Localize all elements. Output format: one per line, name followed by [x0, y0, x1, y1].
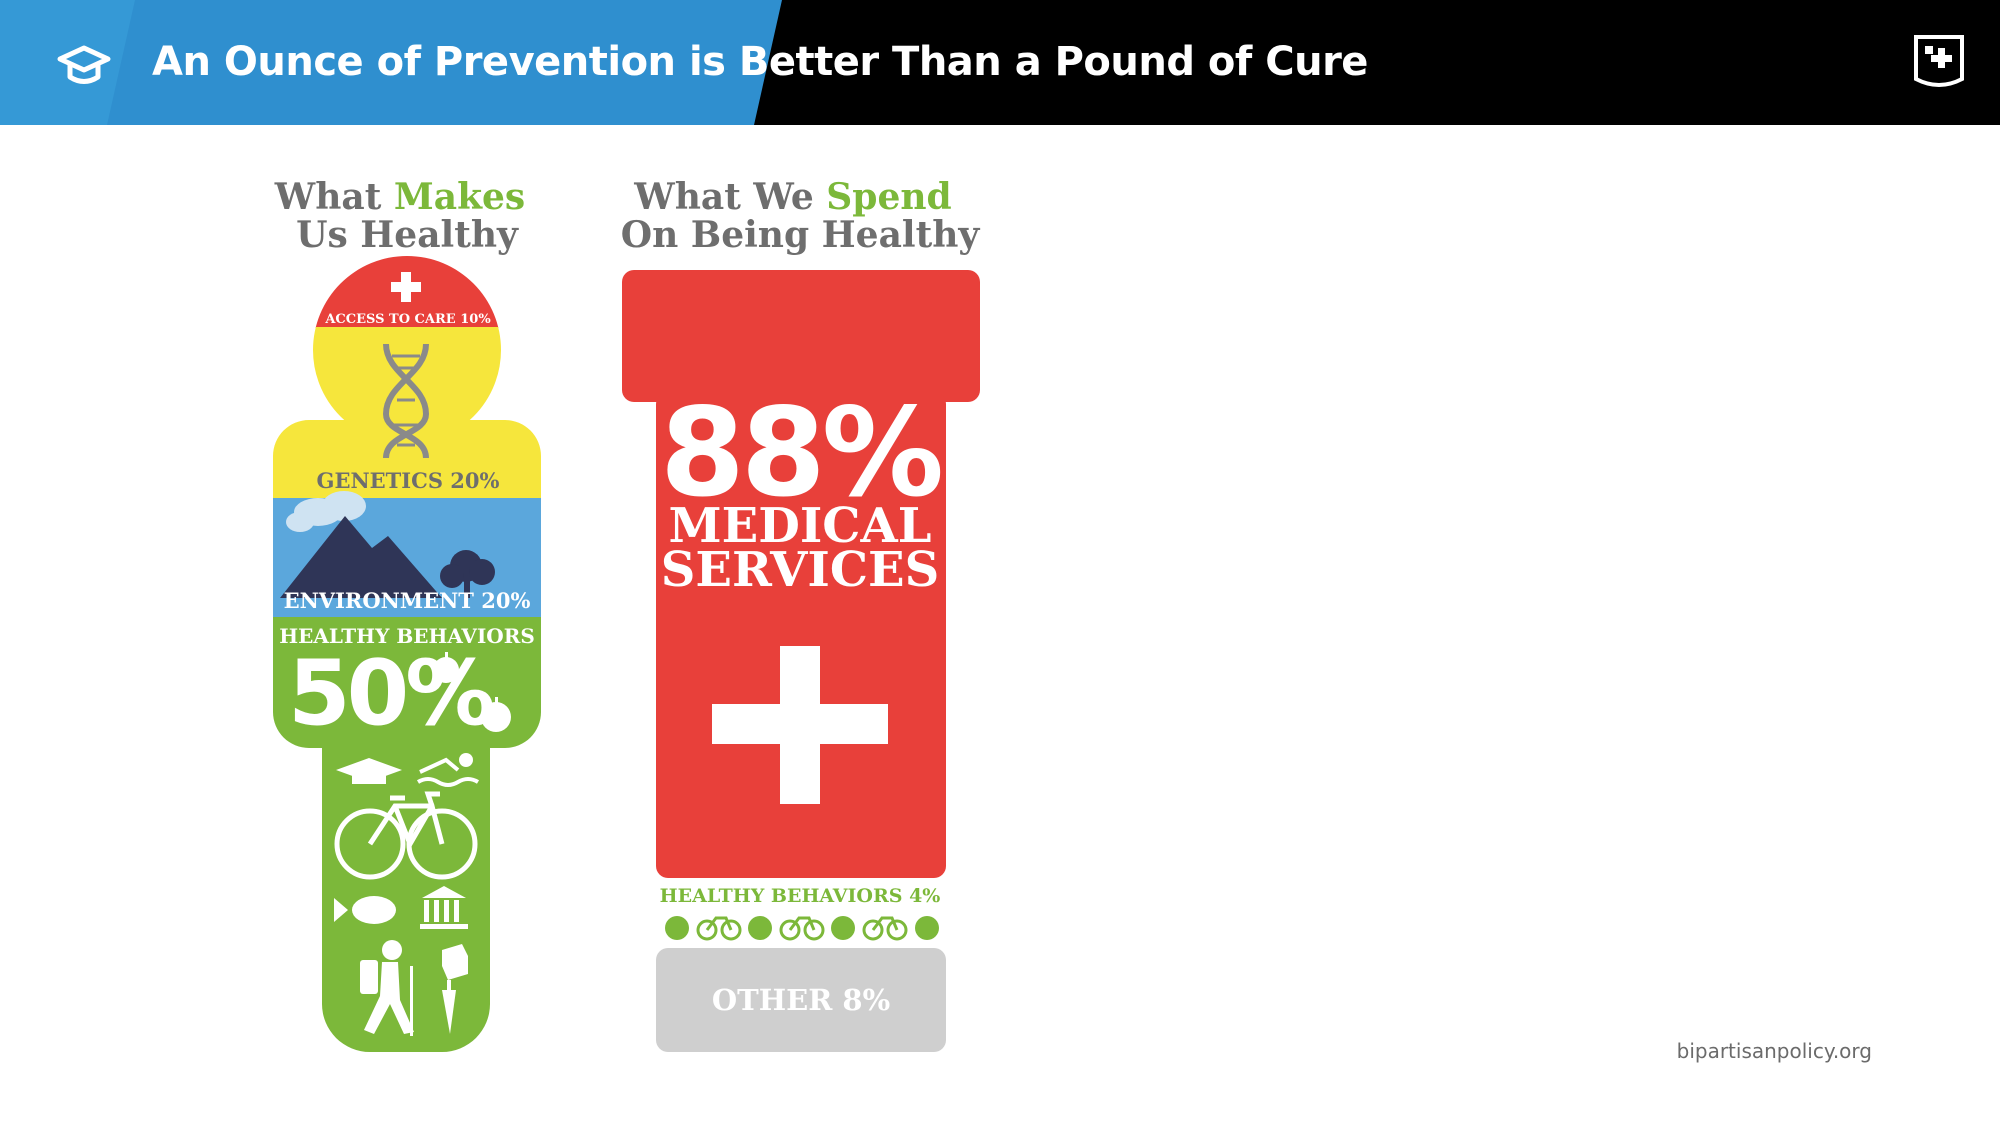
- apple-bike-row-icon: [665, 916, 939, 941]
- mountain-icon: [280, 516, 442, 598]
- tree-icon: [440, 550, 495, 598]
- healthy-behaviors-value: 50%: [288, 641, 493, 746]
- environment-label: ENVIRONMENT 20%: [284, 588, 531, 613]
- right-title-line1: What We Spend: [633, 176, 951, 218]
- hiker-icon: [360, 940, 414, 1036]
- page-title: An Ounce of Prevention is Better Than a …: [152, 39, 1368, 85]
- bottle-cap: [622, 270, 980, 402]
- graduation-cap-icon: [57, 45, 111, 84]
- medical-cross-icon: [712, 646, 888, 804]
- medical-services-line1: MEDICAL: [669, 498, 932, 554]
- other-label: OTHER 8%: [712, 983, 890, 1017]
- healthy-behaviors-label: HEALTHY BEHAVIORS: [279, 624, 535, 648]
- plus-icon: [391, 272, 421, 302]
- bottle-body: [656, 392, 946, 878]
- cloud-icon: [286, 491, 366, 532]
- healthy-behaviors-spend-label: HEALTHY BEHAVIORS 4%: [660, 885, 941, 907]
- swimmer-icon: [416, 753, 480, 787]
- bicycle-icon: [334, 791, 478, 880]
- source-footer: bipartisanpolicy.org: [1676, 1039, 1872, 1063]
- header-blue-band: [0, 0, 782, 125]
- graduation-cap-small-icon: [336, 758, 402, 784]
- medical-services-line2: SERVICES: [661, 542, 940, 598]
- building-icon: [420, 886, 468, 929]
- right-title-line2: On Being Healthy: [621, 214, 981, 256]
- access-to-care-label: ACCESS TO CARE 10%: [324, 312, 491, 327]
- fish-icon: [334, 896, 396, 924]
- apple-icon: [433, 652, 511, 732]
- carrot-icon: [442, 980, 456, 1034]
- left-title-line1: What Makes: [274, 176, 525, 218]
- dna-icon: [382, 343, 430, 459]
- other-block: [656, 948, 946, 1052]
- medical-services-value: 88%: [660, 382, 941, 524]
- genetics-label: GENETICS 20%: [317, 468, 500, 493]
- shield-logo-icon: [1914, 35, 1964, 87]
- milk-carton-icon: [442, 944, 468, 980]
- left-title-line2: Us Healthy: [296, 214, 519, 256]
